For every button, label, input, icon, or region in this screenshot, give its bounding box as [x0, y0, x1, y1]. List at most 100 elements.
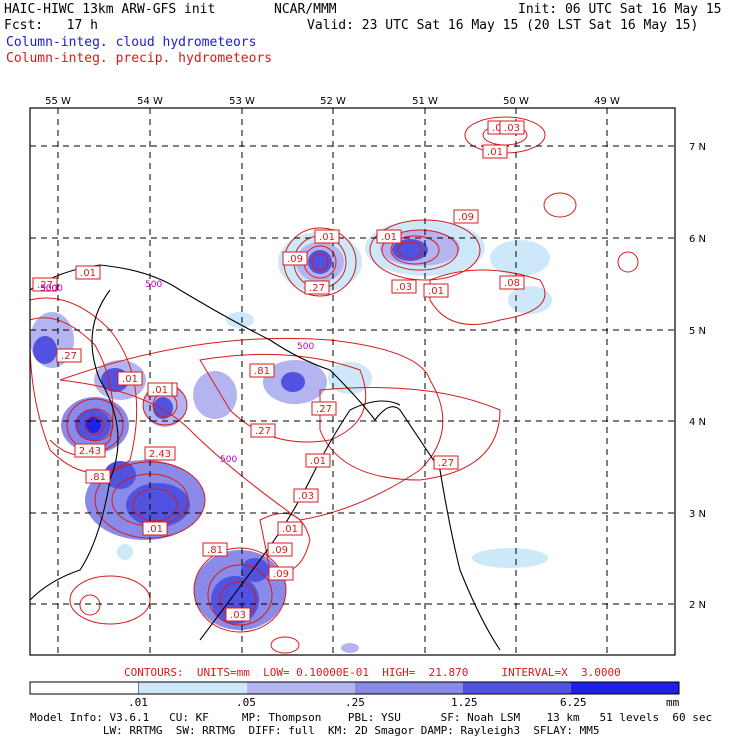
model-info-line-2: LW: RRTMG SW: RRTMG DIFF: full KM: 2D Sm…	[30, 724, 600, 737]
contour-label: .81	[90, 472, 106, 483]
contour-label-box	[282, 251, 308, 266]
lat-label: 3 N	[689, 509, 706, 520]
contour-labels: .01 .01 .01 .09 .01 .09 .27 .01 .03 .01 .08 .09 .27.…	[32, 120, 525, 622]
contour-label-box	[250, 423, 276, 438]
lon-label: 54 W	[137, 96, 163, 107]
contour-label: .03	[298, 491, 314, 502]
terrain-label: 500	[220, 455, 237, 465]
contour-label-box	[311, 401, 337, 416]
contour-label: .09	[287, 254, 303, 265]
institution-label: NCAR/MMM	[274, 2, 337, 17]
contour-label: .08	[504, 278, 520, 289]
terrain-label: 500	[145, 280, 162, 290]
contour-label-box	[74, 443, 106, 458]
lat-label: 2 N	[689, 600, 706, 611]
contour-label: .01	[152, 385, 168, 396]
contour-label-box	[144, 446, 176, 461]
contour-label: .01	[319, 232, 335, 243]
contour-label-box	[304, 280, 330, 295]
contour-label: .27	[438, 458, 454, 469]
terrain-label: 500	[297, 342, 314, 352]
model-info-line-1: Model Info: V3.6.1 CU: KF MP: Thompson P…	[30, 711, 713, 724]
contour-label: .27	[255, 426, 271, 437]
contour-label-box	[117, 371, 143, 386]
contour-label-box	[314, 229, 340, 244]
lat-label: 6 N	[689, 234, 706, 245]
lon-label: 53 W	[229, 96, 255, 107]
contour-label: .27	[309, 283, 325, 294]
contour-label-box	[293, 488, 319, 503]
contour-label-box	[305, 453, 331, 468]
lat-label: 5 N	[689, 326, 706, 337]
contour-label-box	[147, 382, 173, 397]
contour-label: .01	[428, 286, 444, 297]
contour-label-box	[85, 469, 111, 484]
contour-label-box	[249, 363, 275, 378]
contour-label: .81	[254, 366, 270, 377]
contour-label-box	[268, 566, 294, 581]
latitude-labels: 7 N 6 N 5 N 4 N 3 N 2 N	[689, 142, 706, 611]
colorbar-label-2: .05	[236, 696, 256, 709]
longitude-labels: 55 W 54 W 53 W 52 W 51 W 50 W 49 W	[45, 96, 620, 107]
colorbar	[29, 681, 680, 695]
contour-label: .27	[61, 351, 77, 362]
contour-label-box	[482, 144, 508, 159]
contour-label-box	[267, 542, 293, 557]
forecast-hour: Fcst: 17 h	[4, 18, 98, 33]
plot-title: HAIC-HIWC 13km ARW-GFS init	[4, 2, 216, 17]
contour-label: .01	[381, 232, 397, 243]
lon-label: 51 W	[412, 96, 438, 107]
precip-field-label: Column-integ. precip. hydrometeors	[6, 51, 273, 66]
contour-label: .01	[80, 268, 96, 279]
contour-label-box	[433, 455, 459, 470]
contour-label: .27	[316, 404, 332, 415]
lat-lon-grid	[30, 108, 675, 655]
cloud-shading	[30, 220, 552, 653]
contour-label-box	[142, 521, 168, 536]
contour-label-box	[499, 120, 525, 135]
contour-label: .09	[273, 569, 289, 580]
contour-label-box	[423, 283, 449, 298]
lat-label: 4 N	[689, 417, 706, 428]
valid-time: Valid: 23 UTC Sat 16 May 15 (20 LST Sat …	[307, 18, 699, 33]
init-time: Init: 06 UTC Sat 16 May 15	[518, 2, 722, 17]
contour-label-box	[453, 209, 479, 224]
contour-label: .81	[207, 545, 223, 556]
contour-label: .01	[310, 456, 326, 467]
contour-label: 2.43	[79, 446, 101, 457]
colorbar-label-4: 1.25	[451, 696, 478, 709]
contour-label-box	[75, 265, 101, 280]
contour-label-box	[225, 607, 251, 622]
colorbar-label-1: .01	[128, 696, 148, 709]
cloud-field-label: Column-integ. cloud hydrometeors	[6, 35, 257, 50]
lon-label: 50 W	[503, 96, 529, 107]
contour-label-box	[391, 279, 417, 294]
contour-label-box	[376, 229, 402, 244]
contour-label: .01	[122, 374, 138, 385]
terrain-label: 3000	[40, 284, 63, 294]
lon-label: 55 W	[45, 96, 71, 107]
contour-label: .09	[458, 212, 474, 223]
colorbar-label-3: .25	[345, 696, 365, 709]
coastline	[29, 264, 501, 651]
contour-label: .03	[504, 123, 520, 134]
contour-label-box	[499, 275, 525, 290]
contour-label-box	[32, 277, 58, 292]
contour-label: .01	[282, 524, 298, 535]
contour-info: CONTOURS: UNITS=mm LOW= 0.10000E-01 HIGH…	[124, 666, 621, 679]
contour-label-box	[277, 521, 303, 536]
contour-label: .01	[487, 147, 503, 158]
contour-label: .27	[37, 280, 53, 291]
map-frame	[29, 107, 676, 656]
lon-label: 49 W	[594, 96, 620, 107]
contour-label: .09	[272, 545, 288, 556]
contour-label-box	[56, 348, 82, 363]
lat-label: 7 N	[689, 142, 706, 153]
contour-label: .01	[147, 524, 163, 535]
contour-label-box	[202, 542, 228, 557]
colorbar-unit: mm	[666, 696, 680, 709]
contour-label: 2.43	[149, 449, 171, 460]
contour-label: .03	[230, 610, 246, 621]
